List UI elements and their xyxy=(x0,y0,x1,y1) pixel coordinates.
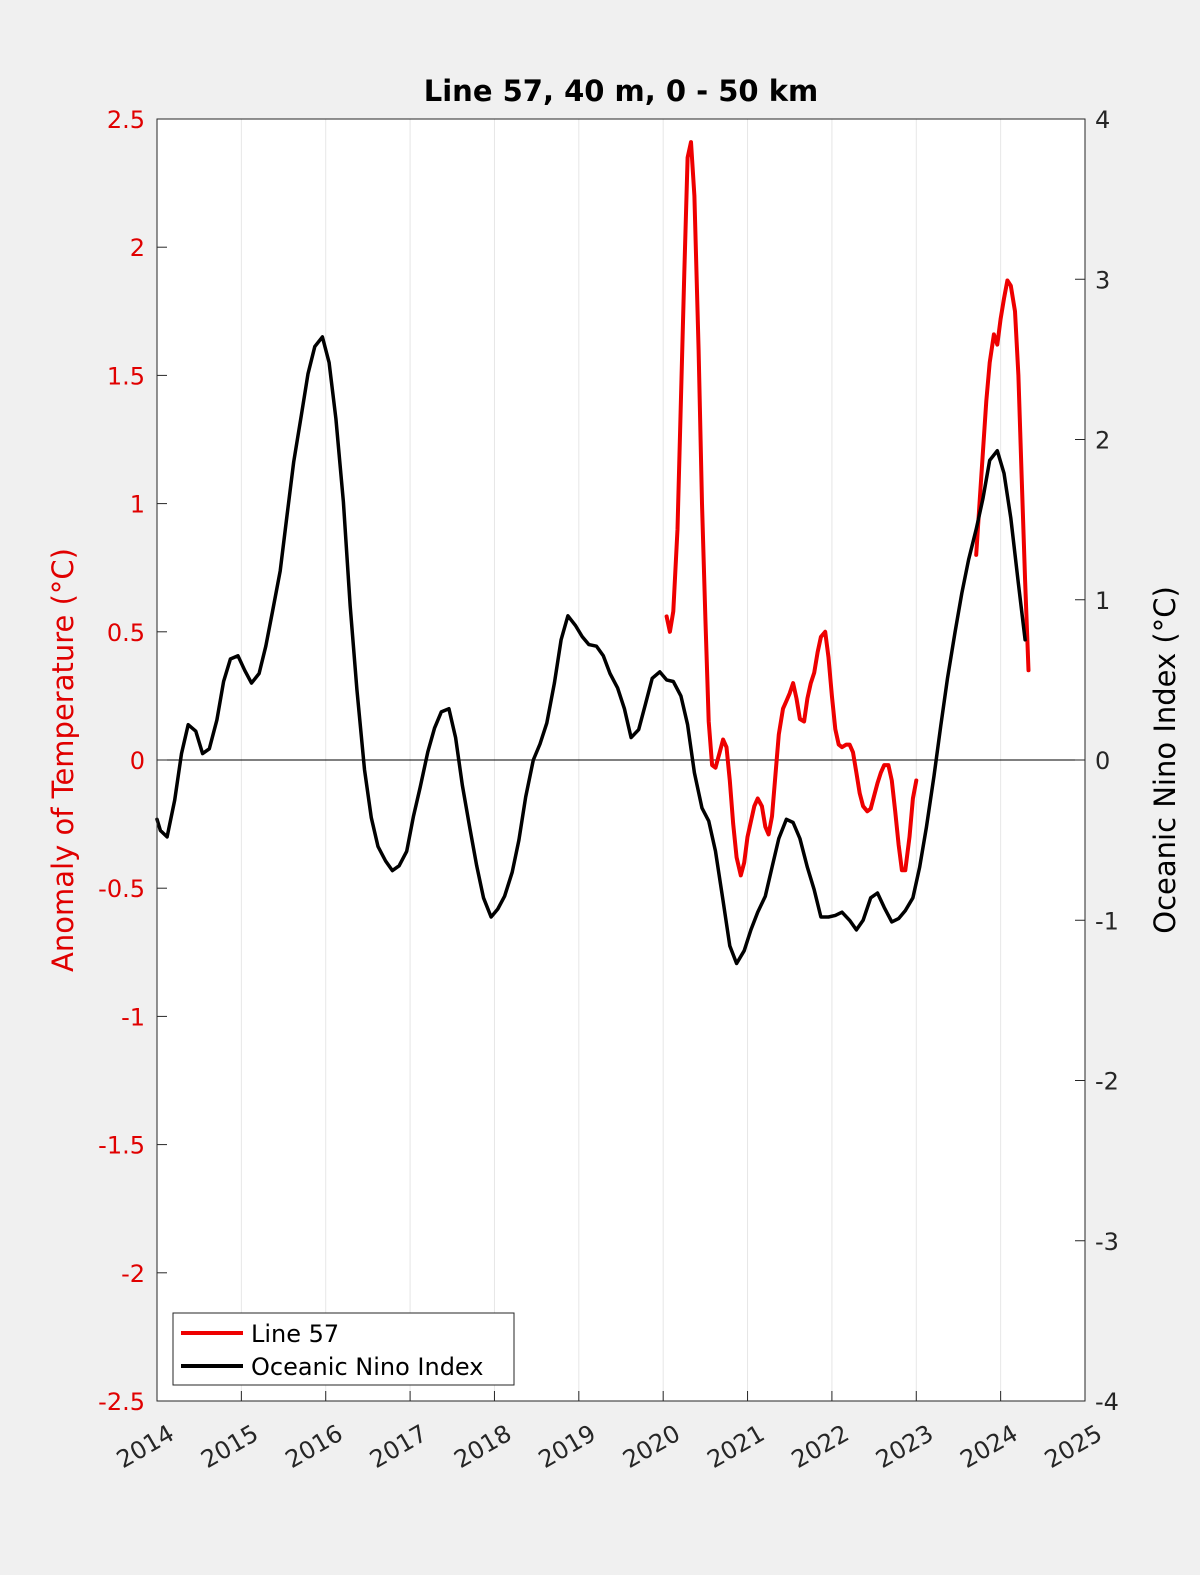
x-tick-label-2023: 2023 xyxy=(871,1419,938,1474)
y-left-tick-label: 2.5 xyxy=(107,106,145,134)
x-tick-label-2025: 2025 xyxy=(1040,1419,1107,1474)
x-tick-label-2021: 2021 xyxy=(702,1419,769,1474)
series-line-line-57-1 xyxy=(974,278,1031,673)
y-left-tick-label: 1 xyxy=(130,491,145,519)
x-tick-label-2015: 2015 xyxy=(196,1419,263,1474)
left-axis-label: Anomaly of Temperature (°C) xyxy=(46,548,80,972)
x-tick-label-2020: 2020 xyxy=(618,1419,685,1474)
y-right-tick-label: 0 xyxy=(1095,747,1110,775)
x-tick-label-2022: 2022 xyxy=(787,1419,854,1474)
x-tick-label-2014: 2014 xyxy=(112,1419,179,1474)
y-right-tick-label: -4 xyxy=(1095,1388,1119,1416)
legend-box xyxy=(172,1312,515,1386)
x-tick-label-2017: 2017 xyxy=(365,1419,432,1474)
right-axis-label: Oceanic Nino Index (°C) xyxy=(1148,586,1182,934)
y-left-tick-label: 0.5 xyxy=(107,619,145,647)
x-tick-label-2019: 2019 xyxy=(534,1419,601,1474)
y-right-tick-label: 3 xyxy=(1095,266,1110,294)
y-right-tick-label: 2 xyxy=(1095,427,1110,455)
chart-title: Line 57, 40 m, 0 - 50 km xyxy=(424,74,818,108)
y-right-tick-label: -1 xyxy=(1095,907,1119,935)
series-line-line-57-0 xyxy=(664,140,919,878)
y-left-tick-label: 2 xyxy=(130,234,145,262)
legend-label-line-57: Line 57 xyxy=(251,1320,339,1348)
x-tick-label-2024: 2024 xyxy=(956,1419,1023,1474)
y-left-tick-label: -1 xyxy=(121,1003,145,1031)
legend: Line 57 Oceanic Nino Index xyxy=(172,1312,515,1386)
y-left-tick-label: -0.5 xyxy=(98,875,145,903)
x-tick-label-2016: 2016 xyxy=(281,1419,348,1474)
y-right-tick-label: -3 xyxy=(1095,1228,1119,1256)
y-left-tick-label: 0 xyxy=(130,747,145,775)
x-axis: 2014 2015 2016 2017 2018 2019 2020 2021 2022 2023… xyxy=(112,1391,1107,1474)
left-axis: -2.5 -2 -1.5 -1 -0.5 0 0.5 1 1.5 2 2.5 xyxy=(98,106,167,1416)
y-left-tick-label: 1.5 xyxy=(107,362,145,390)
y-right-tick-label: 1 xyxy=(1095,587,1110,615)
y-left-tick-label: -1.5 xyxy=(98,1132,145,1160)
x-tick-label-2018: 2018 xyxy=(449,1419,516,1474)
series-layer xyxy=(155,140,1031,966)
y-left-tick-label: -2 xyxy=(121,1260,145,1288)
y-right-tick-label: 4 xyxy=(1095,106,1110,134)
series-line-oceanic-nino-index-0 xyxy=(155,335,1027,966)
legend-label-oni: Oceanic Nino Index xyxy=(251,1353,483,1381)
y-right-tick-label: -2 xyxy=(1095,1068,1119,1096)
right-axis: -4 -3 -2 -1 0 1 2 3 4 xyxy=(1075,106,1119,1416)
y-left-tick-label: -2.5 xyxy=(98,1388,145,1416)
